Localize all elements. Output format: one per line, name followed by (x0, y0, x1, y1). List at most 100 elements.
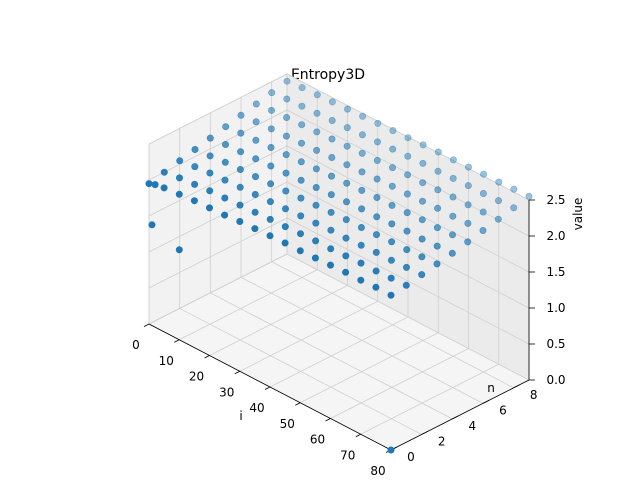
y-tick-label: 8 (530, 388, 538, 402)
x-tick-label: 10 (159, 354, 174, 368)
data-point (221, 176, 229, 184)
data-point (282, 132, 290, 140)
data-point (448, 249, 456, 257)
data-point (176, 157, 184, 165)
x-tick-mark (204, 355, 210, 359)
data-point (357, 259, 365, 267)
data-point (479, 190, 487, 198)
data-point (510, 185, 518, 193)
x-tick-label: 50 (280, 417, 295, 431)
grid-lines (148, 73, 530, 451)
data-point (236, 218, 244, 226)
data-point (403, 209, 411, 217)
data-point (222, 123, 230, 131)
data-point (206, 134, 214, 142)
z-tick-label: 1.0 (546, 301, 565, 315)
data-point (388, 182, 396, 190)
data-point (267, 125, 275, 133)
data-point (433, 260, 441, 268)
data-point (327, 245, 335, 253)
data-point (418, 253, 426, 261)
x-tick-label: 70 (340, 448, 355, 462)
data-point (328, 154, 336, 162)
data-point (433, 224, 441, 232)
x-axis-label: i (239, 409, 242, 423)
data-point (237, 148, 245, 156)
data-point (328, 98, 336, 106)
data-point (267, 106, 275, 114)
data-point (388, 220, 396, 228)
data-point (327, 191, 335, 199)
tick-labels: 0 10 20 30 40 50 60 70 80 0 2 4 6 8 0.0 0.5 1.0 1.5 2.0 2.5 (132, 193, 565, 478)
z-tick-label: 2.5 (546, 193, 565, 207)
data-point (266, 215, 274, 223)
data-point (434, 186, 442, 194)
data-point (328, 135, 336, 143)
data-point (237, 129, 245, 137)
data-point (297, 158, 305, 166)
z-grid-line (148, 253, 530, 381)
data-point (373, 175, 381, 183)
y-axis-line (390, 379, 530, 451)
data-point (268, 89, 276, 97)
data-point (387, 274, 395, 282)
y-tick-mark (513, 384, 520, 389)
data-point (297, 139, 305, 147)
data-point (525, 192, 533, 200)
data-point (221, 158, 229, 166)
data-point (464, 238, 472, 246)
data-point (252, 100, 260, 108)
data-point (358, 186, 366, 194)
data-point (434, 148, 442, 156)
z-grid-line (148, 145, 530, 273)
data-point (403, 227, 411, 235)
data-point (418, 197, 426, 205)
z-tick-label: 0.5 (546, 337, 565, 351)
data-point (252, 118, 260, 126)
data-point (372, 248, 380, 256)
x-tick-label: 80 (370, 464, 385, 478)
data-point (434, 204, 442, 212)
data-point (282, 169, 290, 177)
data-point (312, 184, 320, 192)
data-point (404, 171, 412, 179)
data-point (313, 146, 321, 154)
axis-panes (147, 73, 531, 451)
data-point (148, 221, 156, 229)
x-tick-label: 30 (219, 385, 234, 399)
data-point (343, 161, 351, 169)
data-point (206, 187, 214, 195)
data-point (494, 215, 502, 223)
data-point (251, 191, 259, 199)
data-point (357, 276, 365, 284)
y-tick-label: 4 (469, 419, 477, 433)
data-point (419, 141, 427, 149)
data-point (359, 112, 367, 120)
data-point (281, 239, 289, 247)
data-point (191, 163, 199, 171)
data-point (252, 136, 260, 144)
data-point (266, 232, 274, 240)
data-point (313, 91, 321, 99)
z-axis-label: value (571, 198, 585, 231)
data-point (373, 157, 381, 165)
data-point (343, 179, 351, 187)
data-point (343, 142, 351, 150)
data-point (357, 241, 365, 249)
x-tick-label: 40 (249, 401, 264, 415)
data-point (342, 234, 350, 242)
data-point (388, 201, 396, 209)
data-point (464, 182, 472, 190)
data-point (387, 291, 395, 299)
data-point (449, 174, 457, 182)
data-point (326, 261, 334, 269)
chart-title: Entropy3D (291, 67, 365, 83)
data-point (176, 174, 184, 182)
data-point (342, 252, 350, 260)
data-point (297, 176, 305, 184)
z-grid-line (148, 217, 530, 345)
data-point (449, 212, 457, 220)
data-point (433, 242, 441, 250)
data-point (312, 165, 320, 173)
